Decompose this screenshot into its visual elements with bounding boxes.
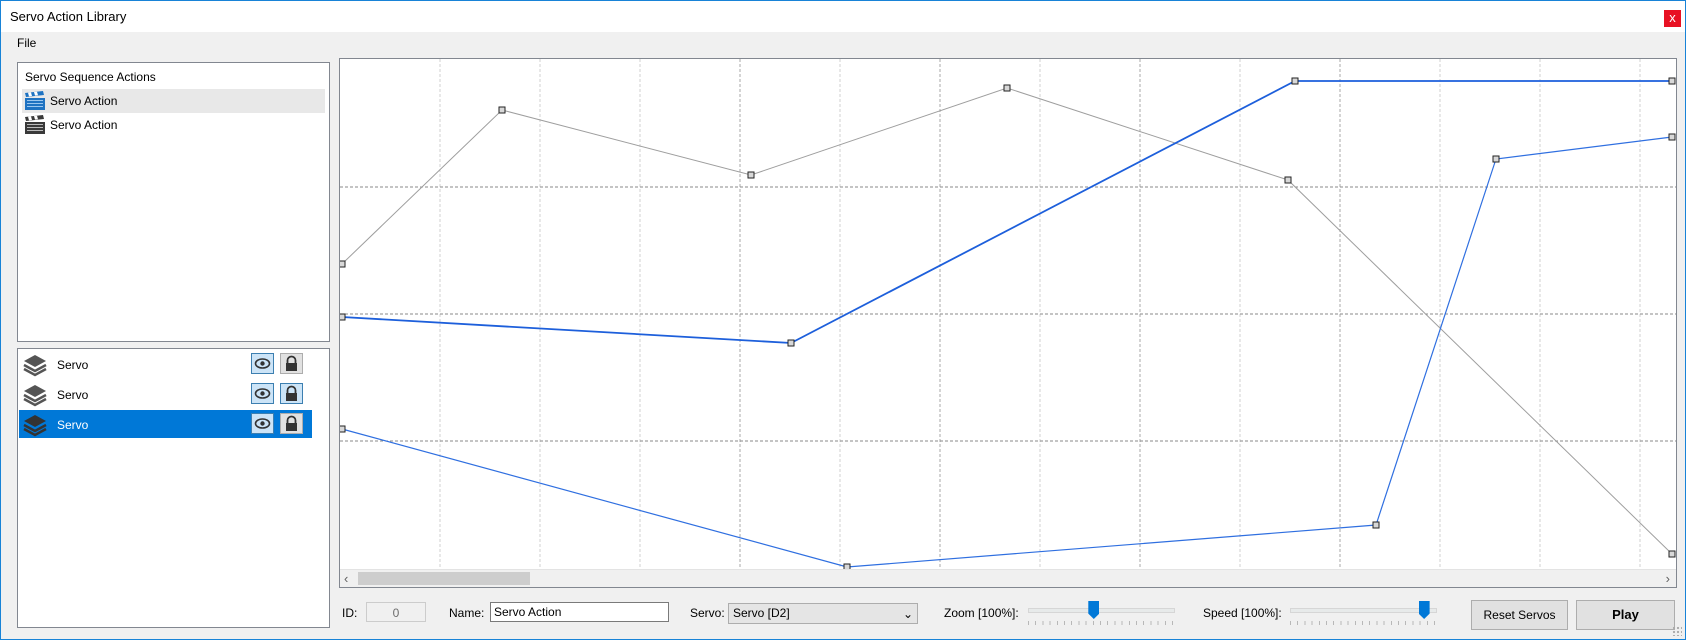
keyframe-point[interactable]	[340, 425, 346, 433]
keyframe-point[interactable]	[1668, 77, 1676, 85]
keyframe-point[interactable]	[1291, 77, 1299, 85]
visibility-toggle[interactable]	[251, 413, 274, 434]
servo-curve[interactable]	[341, 136, 1673, 568]
servo-label: Servo	[57, 388, 89, 402]
keyframe-point[interactable]	[340, 260, 346, 268]
actions-list[interactable]: Servo Sequence Actions Servo Action	[17, 62, 330, 342]
keyframe-point[interactable]	[1372, 521, 1380, 529]
lock-toggle[interactable]	[280, 413, 303, 434]
horizontal-scrollbar[interactable]: ‹ ›	[340, 569, 1676, 587]
actions-list-header: Servo Sequence Actions	[25, 70, 156, 84]
id-label: ID:	[342, 606, 358, 620]
zoom-label: Zoom [100%]:	[944, 606, 1019, 620]
servo-row[interactable]: Servo	[19, 380, 312, 408]
servo-label: Servo	[57, 418, 89, 432]
resize-grip[interactable]	[1672, 626, 1682, 636]
scroll-left-icon[interactable]: ‹	[344, 571, 349, 586]
menu-file[interactable]: File	[17, 36, 37, 50]
layers-icon	[23, 415, 47, 437]
speed-label: Speed [100%]:	[1203, 606, 1282, 620]
servo-curve[interactable]	[341, 87, 1673, 555]
layers-icon	[23, 385, 47, 407]
speed-slider-thumb[interactable]	[1418, 601, 1430, 619]
zoom-slider-ticks	[1028, 621, 1173, 625]
graph-canvas[interactable]	[340, 59, 1676, 571]
visibility-toggle[interactable]	[251, 383, 274, 404]
window-title: Servo Action Library	[10, 9, 127, 24]
keyframe-point[interactable]	[1003, 84, 1011, 92]
action-item[interactable]: Servo Action	[22, 113, 325, 137]
keyframe-point[interactable]	[747, 171, 755, 179]
scroll-thumb[interactable]	[358, 572, 530, 585]
zoom-slider-track	[1028, 608, 1175, 613]
chevron-down-icon: ⌄	[902, 607, 913, 621]
keyframe-point[interactable]	[787, 339, 795, 347]
speed-slider-ticks	[1290, 621, 1435, 625]
keyframe-point[interactable]	[498, 106, 506, 114]
servo-graph[interactable]: ‹ ›	[339, 58, 1677, 588]
eye-icon	[254, 358, 271, 369]
name-field[interactable]: Servo Action	[490, 602, 669, 622]
visibility-toggle[interactable]	[251, 353, 274, 374]
servo-select-value: Servo [D2]	[733, 606, 790, 620]
eye-icon	[254, 418, 271, 429]
servo-list[interactable]: Servo Servo	[17, 348, 330, 628]
clapperboard-icon	[25, 91, 45, 110]
servo-row[interactable]: Servo	[19, 350, 312, 378]
keyframe-point[interactable]	[1668, 133, 1676, 141]
action-item-label: Servo Action	[50, 94, 118, 108]
bottom-bar: ID: 0 Name: Servo Action Servo: Servo [D…	[1, 593, 1685, 633]
servo-curve[interactable]	[341, 80, 1672, 344]
lock-icon	[286, 385, 297, 401]
zoom-slider-thumb[interactable]	[1088, 601, 1100, 619]
lock-icon	[286, 415, 297, 431]
servo-row[interactable]: Servo	[19, 410, 312, 438]
keyframe-point[interactable]	[1492, 155, 1500, 163]
play-button[interactable]: Play	[1576, 600, 1675, 630]
name-label: Name:	[449, 606, 485, 620]
action-item-label: Servo Action	[50, 118, 118, 132]
eye-icon	[254, 388, 271, 399]
speed-slider[interactable]	[1290, 601, 1437, 627]
keyframe-point[interactable]	[1284, 176, 1292, 184]
menu-bar: File	[1, 32, 1685, 54]
servo-label: Servo	[57, 358, 89, 372]
action-item[interactable]: Servo Action	[22, 89, 325, 113]
zoom-slider[interactable]	[1028, 601, 1175, 627]
servo-select[interactable]: Servo [D2] ⌄	[728, 603, 918, 624]
keyframe-point[interactable]	[340, 313, 346, 321]
layers-icon	[23, 355, 47, 377]
reset-servos-button[interactable]: Reset Servos	[1471, 600, 1568, 630]
clapperboard-icon	[25, 115, 45, 134]
id-field: 0	[366, 602, 426, 622]
keyframe-point[interactable]	[1668, 550, 1676, 558]
title-bar: Servo Action Library x	[1, 1, 1685, 32]
lock-toggle[interactable]	[280, 383, 303, 404]
close-button[interactable]: x	[1664, 10, 1681, 27]
scroll-right-icon[interactable]: ›	[1665, 571, 1670, 586]
servo-label-text: Servo:	[690, 606, 725, 620]
lock-icon	[286, 355, 297, 371]
speed-slider-track	[1290, 608, 1437, 613]
lock-toggle[interactable]	[280, 353, 303, 374]
